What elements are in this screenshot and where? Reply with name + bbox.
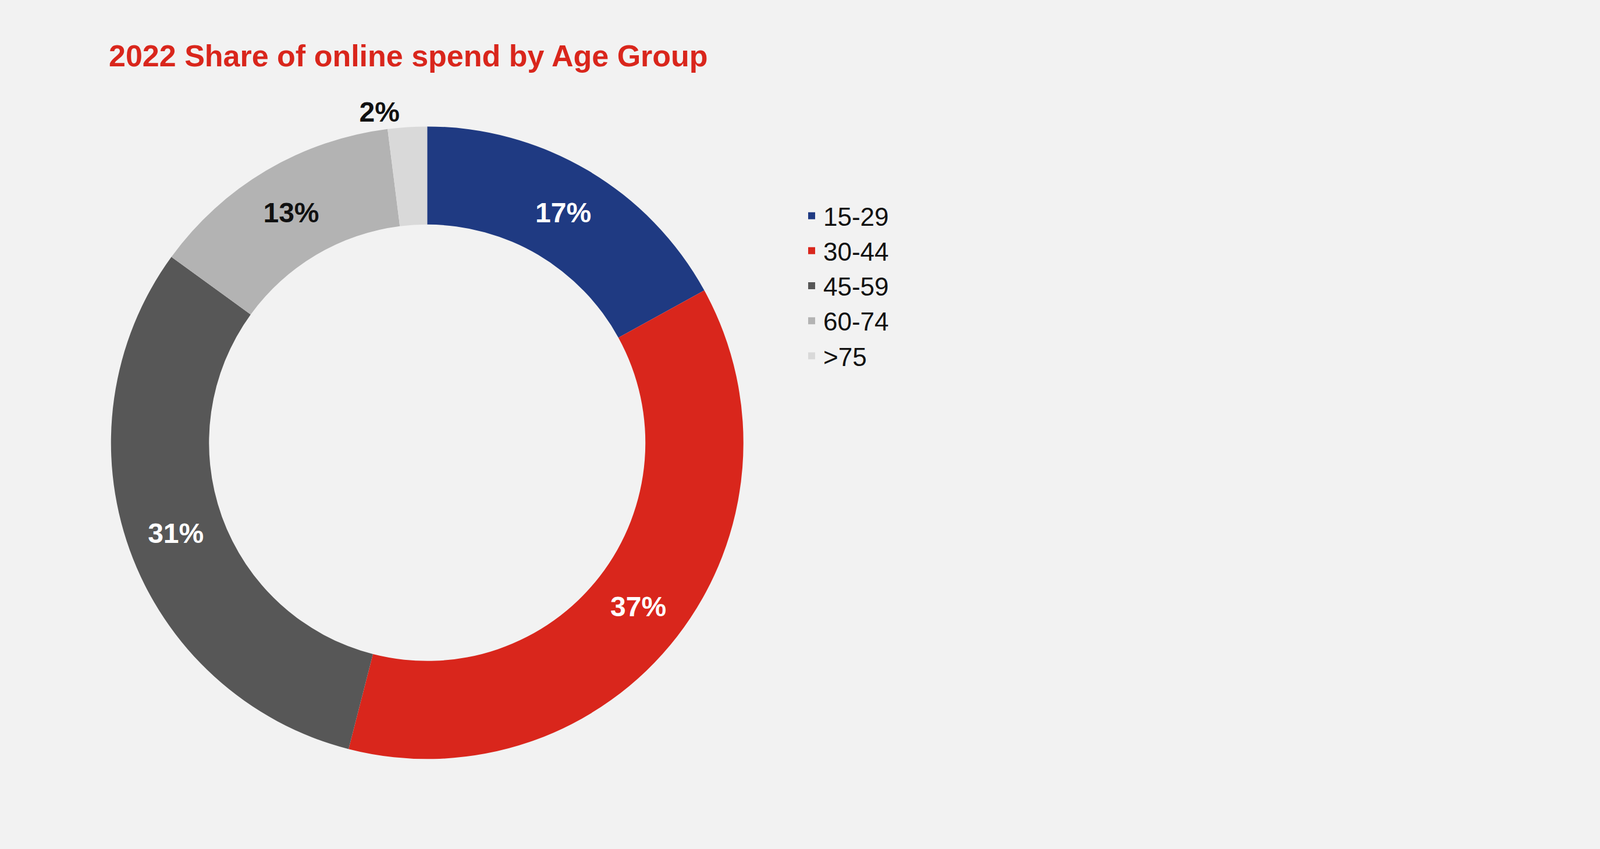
svg-text:30-44: 30-44 xyxy=(823,237,890,266)
svg-text:17%: 17% xyxy=(535,197,592,229)
svg-text:45-59: 45-59 xyxy=(823,272,890,301)
svg-text:>75: >75 xyxy=(823,342,867,372)
svg-text:2%: 2% xyxy=(358,96,400,128)
svg-text:15-29: 15-29 xyxy=(823,202,890,231)
svg-text:2022 Share of online spend by: 2022 Share of online spend by Age Group xyxy=(108,38,709,73)
svg-text:13%: 13% xyxy=(262,197,319,229)
svg-text:31%: 31% xyxy=(147,517,204,549)
svg-text:37%: 37% xyxy=(610,591,667,622)
svg-text:60-74: 60-74 xyxy=(823,307,890,336)
